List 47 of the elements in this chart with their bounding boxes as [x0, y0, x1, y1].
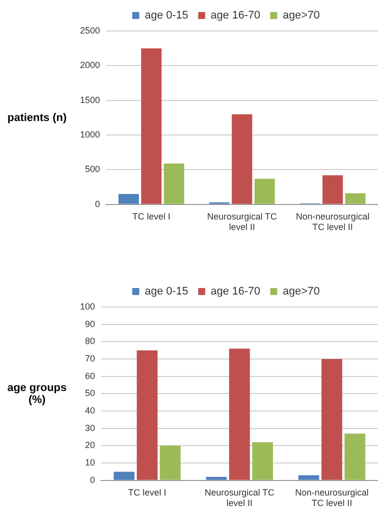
y-tick-label: 70: [85, 354, 96, 364]
legend-label: age 16-70: [210, 10, 260, 22]
y-tick-label: 1000: [80, 130, 100, 140]
bar: [164, 163, 184, 204]
bar: [229, 348, 250, 480]
y-tick-label: 2500: [80, 25, 100, 36]
y-tick-label: 1500: [80, 94, 100, 105]
bar: [114, 472, 134, 480]
x-tick-label: TC level I: [132, 211, 170, 222]
legend-label: age 0-15: [144, 286, 188, 298]
legend-label: age>70: [282, 10, 320, 22]
legend-label: age>70: [282, 286, 320, 298]
x-tick-label: Neurosurgical TC level II: [207, 211, 278, 232]
bar: [118, 194, 139, 204]
y-tick-label: 30: [85, 422, 96, 433]
y-tick-label: 50: [85, 388, 96, 398]
bar: [232, 114, 252, 204]
bar: [254, 178, 275, 204]
y-tick-label: 0: [90, 474, 96, 485]
y-tick-label: 60: [85, 370, 96, 381]
y-tick-label: 80: [85, 336, 96, 346]
bar: [160, 446, 181, 480]
y-axis-title: patients (n): [6, 112, 68, 124]
bar: [206, 476, 227, 480]
y-tick-label: 2000: [80, 60, 100, 70]
legend-label: age 16-70: [210, 286, 260, 298]
y-tick-label: 20: [85, 440, 96, 450]
bar: [136, 350, 158, 480]
y-tick-label: 0: [95, 198, 100, 209]
y-tick-label: 100: [80, 301, 96, 312]
y-tick-label: 10: [85, 458, 96, 468]
bar: [298, 475, 320, 480]
y-tick-label: 40: [85, 406, 96, 416]
bar: [322, 175, 343, 204]
bar: [252, 442, 273, 480]
x-tick-label: TC level I: [128, 487, 166, 498]
bar: [344, 434, 366, 480]
y-tick-label: 90: [85, 318, 96, 329]
bar: [345, 193, 366, 204]
x-tick-label: Non-neurosurgical TC level II: [296, 211, 370, 232]
x-tick-label: Non-neurosurgical TC level II: [295, 487, 369, 508]
bar: [141, 48, 162, 204]
legend-label: age 0-15: [144, 10, 188, 22]
x-tick-label: Neurosurgical TC level II: [204, 487, 275, 508]
y-axis-title: age groups (%): [6, 382, 68, 406]
bar: [321, 359, 342, 480]
y-tick-label: 500: [84, 164, 100, 174]
